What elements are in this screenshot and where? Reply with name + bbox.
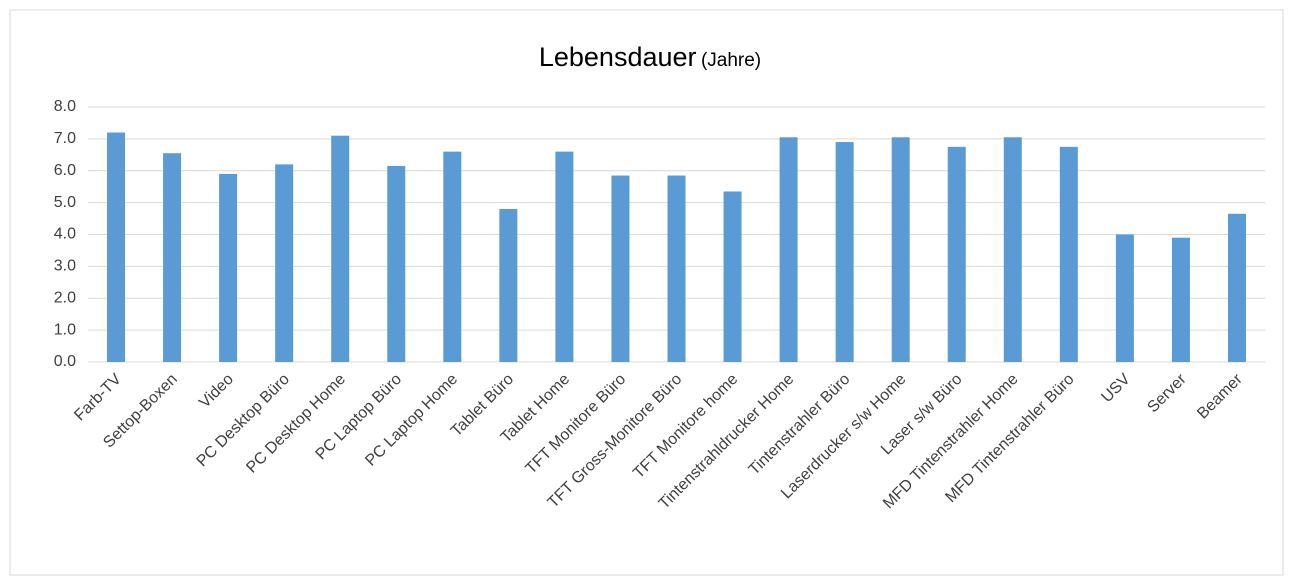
chart-title: Lebensdauer	[539, 42, 697, 72]
bar	[107, 132, 126, 362]
y-tick-label: 8.0	[54, 98, 76, 115]
y-tick-label: 6.0	[54, 162, 76, 179]
bar	[779, 137, 798, 362]
bar	[555, 151, 574, 362]
chart-frame	[9, 9, 1284, 576]
y-tick-label: 4.0	[54, 226, 76, 243]
y-tick-label: 1.0	[54, 321, 76, 338]
y-tick-label: 7.0	[54, 130, 76, 147]
bar	[667, 175, 686, 362]
bar	[219, 173, 238, 362]
bar	[163, 153, 182, 362]
bar	[891, 137, 910, 362]
bar	[499, 209, 518, 362]
bar	[443, 151, 462, 362]
y-tick-label: 0.0	[54, 353, 76, 370]
bar	[723, 191, 742, 362]
chart-title-group: Lebensdauer (Jahre)	[539, 42, 761, 72]
bar	[947, 146, 966, 362]
bar	[331, 135, 350, 362]
bar	[275, 164, 294, 362]
y-tick-label: 3.0	[54, 258, 76, 275]
chart-subtitle: (Jahre)	[701, 50, 761, 71]
bar	[835, 142, 854, 362]
bar	[611, 175, 630, 362]
y-tick-label: 2.0	[54, 289, 76, 306]
y-tick-label: 5.0	[54, 194, 76, 211]
bar	[1171, 237, 1190, 362]
bar	[1227, 213, 1246, 362]
bar	[1003, 137, 1022, 362]
bar	[1059, 146, 1078, 362]
bar	[1115, 234, 1134, 362]
bar	[387, 165, 406, 362]
